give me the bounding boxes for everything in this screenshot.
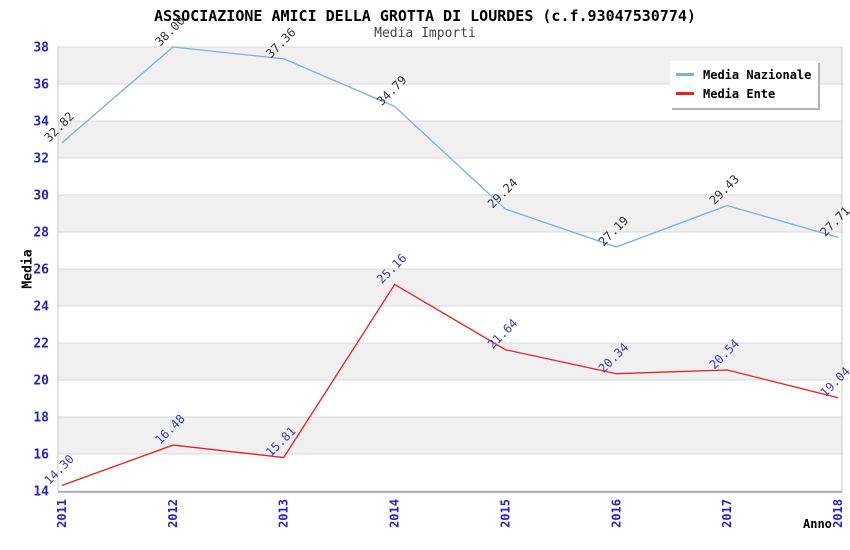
legend-item-media-nazionale: Media Nazionale: [676, 65, 811, 84]
x-tick-label: 2015: [498, 499, 512, 528]
x-tick-label: 2012: [166, 499, 180, 528]
y-tick-label: 38: [33, 41, 49, 56]
y-tick-label: 36: [33, 78, 49, 93]
y-tick-label: 14: [33, 485, 49, 500]
chart-title: ASSOCIAZIONE AMICI DELLA GROTTA DI LOURD…: [154, 7, 696, 25]
y-tick-label: 32: [33, 152, 49, 167]
series-line-media-ente: [61, 283, 839, 487]
x-tick-label: 2017: [720, 499, 734, 528]
y-tick-label: 24: [33, 300, 49, 315]
media-ente-line-swatch: [676, 92, 694, 95]
data-point-label: 38.00: [152, 13, 187, 48]
x-tick-label: 2014: [388, 499, 402, 528]
grid-band: [58, 121, 842, 158]
y-tick-label: 16: [33, 448, 49, 463]
grid-band: [58, 195, 842, 232]
y-axis-title: Media: [20, 249, 36, 289]
legend-label-media-nazionale: Media Nazionale: [703, 67, 812, 82]
legend-label-media-ente: Media Ente: [703, 86, 776, 101]
grid-band: [58, 343, 842, 380]
media-nazionale-line-swatch: [676, 73, 694, 76]
legend-item-media-ente: Media Ente: [676, 84, 811, 103]
y-tick-label: 20: [33, 374, 49, 389]
grid-band: [58, 269, 842, 306]
y-tick-label: 34: [33, 115, 49, 130]
series-line-media-nazionale: [61, 46, 839, 248]
y-tick-label: 18: [33, 411, 49, 426]
x-tick-label: 2018: [831, 499, 845, 528]
x-tick-label: 2016: [609, 499, 623, 528]
x-tick-label: 2013: [277, 499, 291, 528]
x-axis-title: Anno: [803, 517, 832, 531]
chart-subtitle: Media Importi: [374, 26, 476, 41]
grid-band: [58, 417, 842, 454]
y-tick-label: 26: [33, 263, 49, 278]
y-tick-label: 28: [33, 226, 49, 241]
legend: Media Nazionale Media Ente: [670, 61, 819, 108]
y-tick-label: 30: [33, 189, 49, 204]
x-tick-label: 2011: [55, 499, 69, 528]
y-tick-label: 22: [33, 337, 49, 352]
